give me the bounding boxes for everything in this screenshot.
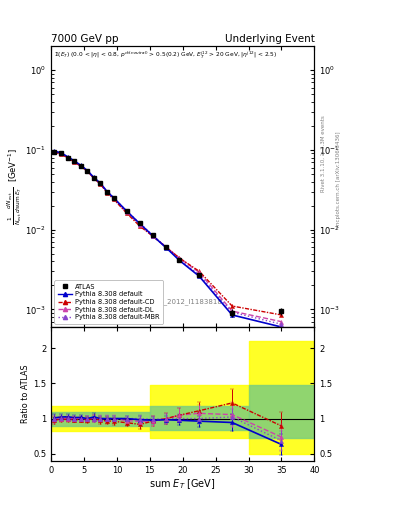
Text: mcplots.cern.ch [arXiv:1306.3436]: mcplots.cern.ch [arXiv:1306.3436] (336, 132, 341, 227)
Legend: ATLAS, Pythia 8.308 default, Pythia 8.308 default-CD, Pythia 8.308 default-DL, P: ATLAS, Pythia 8.308 default, Pythia 8.30… (54, 281, 163, 324)
X-axis label: sum $E_T$ [GeV]: sum $E_T$ [GeV] (149, 477, 216, 491)
Y-axis label: Ratio to ATLAS: Ratio to ATLAS (21, 365, 30, 423)
Text: 7000 GeV pp: 7000 GeV pp (51, 34, 119, 44)
Text: Underlying Event: Underlying Event (224, 34, 314, 44)
Text: ATLAS_2012_I1183818: ATLAS_2012_I1183818 (143, 298, 223, 305)
Y-axis label: $\frac{1}{N_\mathrm{evt}}\frac{d\,N_\mathrm{evt}}{d\,\mathrm{sum}\,E_T}$  [GeV$^: $\frac{1}{N_\mathrm{evt}}\frac{d\,N_\mat… (6, 148, 24, 225)
Text: $\Sigma(E_T)$ (0.0 < $|\eta|$ < 0.8, $p^{ch(neutral)}$ > 0.5(0.2) GeV, $E_T^{j12: $\Sigma(E_T)$ (0.0 < $|\eta|$ < 0.8, $p^… (54, 49, 277, 60)
Text: Rivet 3.1.10, ≥ 3.3M events: Rivet 3.1.10, ≥ 3.3M events (320, 115, 325, 192)
